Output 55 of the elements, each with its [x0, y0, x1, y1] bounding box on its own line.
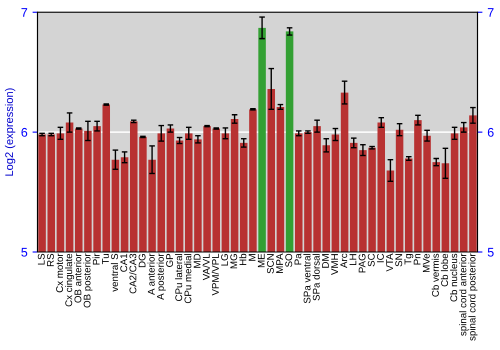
x-tick-label: Cb nucleus [450, 254, 458, 302]
x-tick-label: LH [350, 254, 356, 266]
x-tick-label: Tg [404, 254, 414, 265]
x-tick-label: GP [166, 254, 174, 267]
x-tick-label: ME [258, 254, 265, 268]
x-tick-label: Cb vermis [432, 254, 439, 297]
x-tick-label: MPA [276, 253, 283, 273]
y2-tick-label: 5 [488, 248, 494, 257]
y-tick-label: 5 [21, 248, 28, 257]
x-tick-label: Pn [414, 254, 420, 264]
x-tick-label: SC [368, 254, 375, 266]
x-tick-label: Pa [294, 253, 302, 264]
y2-tick-label: 6 [488, 128, 494, 137]
x-tick-label: Tu [102, 254, 109, 264]
x-tick-label: SN [395, 254, 402, 266]
x-tick-label: A posterior [156, 254, 166, 300]
x-tick-label: Cx motor [56, 254, 64, 292]
x-tick-label: OB anterior [74, 254, 82, 303]
x-tick-label: LS [38, 254, 45, 264]
x-tick-label: IC [376, 254, 384, 262]
x-tick-label: Pir [92, 254, 100, 264]
x-tick-label: VPM/VPL [212, 254, 219, 296]
x-tick-label: Cx cingulate [65, 254, 74, 306]
x-tick-label: spinal cord anterior [459, 254, 468, 336]
x-tick-label: DG [138, 254, 146, 268]
x-tick-label: SPa ventral [303, 254, 311, 304]
x-tick-label: SCN [266, 254, 274, 274]
x-tick-label: SPa dorsal [312, 254, 320, 300]
y-tick-label: 6 [21, 128, 28, 137]
x-tick-label: MVe [422, 254, 430, 272]
x-tick-label: ventral S [110, 254, 118, 292]
y-axis-title: Log2 (expression) [4, 88, 16, 176]
x-tick-label: LG [221, 254, 228, 266]
x-tick-label: RS [46, 254, 54, 266]
x-tick-label: M [248, 254, 256, 261]
x-tick-label: A anterior [148, 254, 155, 295]
x-tick-label: MG [230, 254, 238, 268]
x-tick-label: Arc [340, 254, 348, 268]
y2-tick-label: 7 [488, 8, 494, 17]
x-tick-label: DM [322, 254, 329, 268]
x-tick-label: Cb lobe [440, 254, 448, 286]
x-tick-label: OB posterior [83, 254, 92, 308]
x-tick-label: CPu medial [184, 254, 192, 304]
x-tick-label: CA2/CA3 [129, 254, 136, 294]
y-tick-label: 7 [21, 8, 28, 17]
x-tick-label: VTA [386, 253, 393, 272]
x-tick-label: SO [285, 254, 292, 267]
x-tick-label: VMH [331, 254, 338, 275]
x-tick-label: VA/VL [202, 254, 210, 280]
x-tick-label: Hb [239, 254, 246, 266]
x-tick-label: CA1 [120, 254, 128, 272]
x-tick-label: PAG [358, 254, 366, 272]
x-tick-label: spinal cord posterior [468, 254, 478, 341]
x-tick-label: CPu lateral [175, 254, 182, 301]
x-tick-label: MD [194, 254, 200, 268]
